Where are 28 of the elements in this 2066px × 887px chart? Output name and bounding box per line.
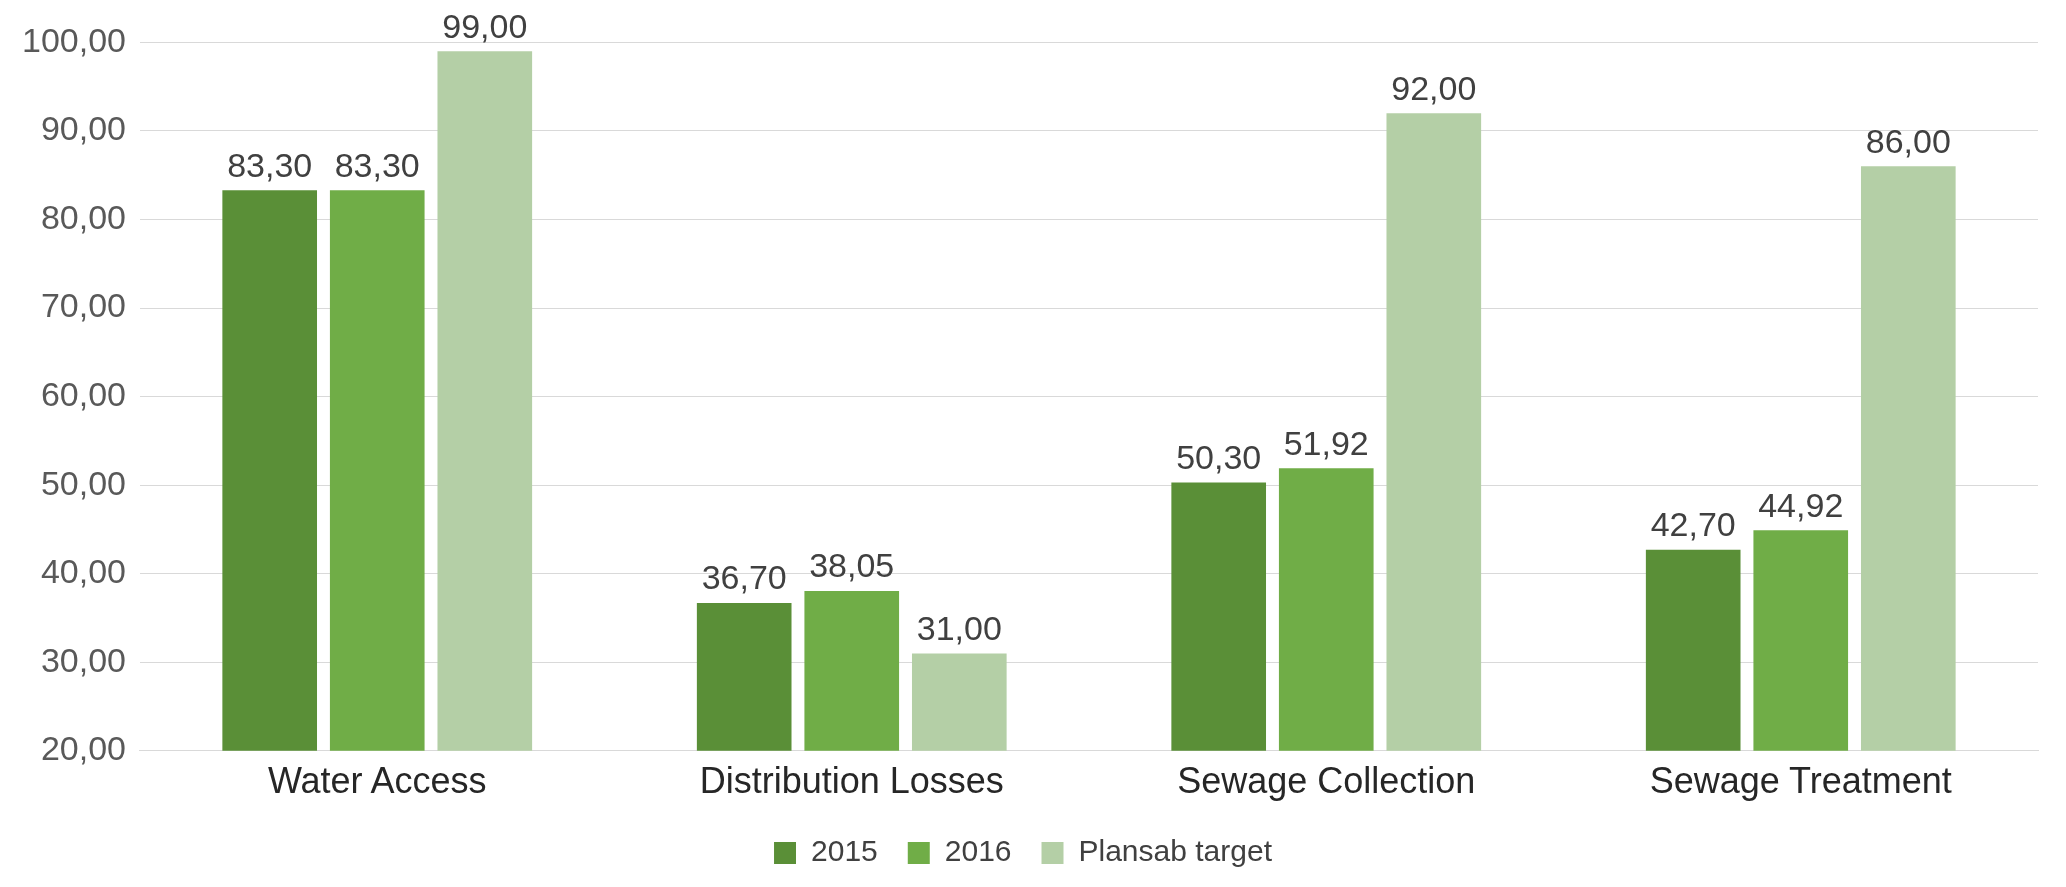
data-label: 92,00 [1391, 68, 1477, 107]
data-label: 42,70 [1650, 505, 1736, 544]
data-label: 86,00 [1865, 121, 1951, 160]
y-tick-label: 70,00 [40, 286, 126, 325]
legend-label: 2016 [944, 834, 1012, 868]
data-label: 83,30 [227, 145, 313, 184]
x-tick-label: Distribution Losses [699, 760, 1004, 802]
data-label: 83,30 [334, 145, 420, 184]
y-tick-label: 30,00 [40, 640, 126, 679]
y-tick-label: 80,00 [40, 197, 126, 236]
data-label: 31,00 [916, 608, 1002, 647]
y-tick-label: 100,00 [21, 20, 126, 59]
y-tick-label: 20,00 [40, 729, 126, 768]
x-tick-label: Water Access [267, 760, 487, 802]
y-tick-label: 60,00 [40, 374, 126, 413]
y-tick-label: 40,00 [40, 552, 126, 591]
data-label: 44,92 [1758, 485, 1844, 524]
y-tick-label: 50,00 [40, 463, 126, 502]
data-label: 38,05 [809, 546, 895, 585]
legend-label: Plansab target [1078, 834, 1273, 868]
y-tick-label: 90,00 [40, 109, 126, 148]
x-tick-label: Sewage Collection [1177, 760, 1476, 802]
data-label: 50,30 [1176, 437, 1262, 476]
data-label: 99,00 [442, 6, 528, 45]
data-label: 36,70 [701, 558, 787, 597]
data-label: 51,92 [1283, 423, 1369, 462]
legend-label: 2015 [811, 834, 878, 868]
x-tick-label: Sewage Treatment [1649, 760, 1952, 802]
